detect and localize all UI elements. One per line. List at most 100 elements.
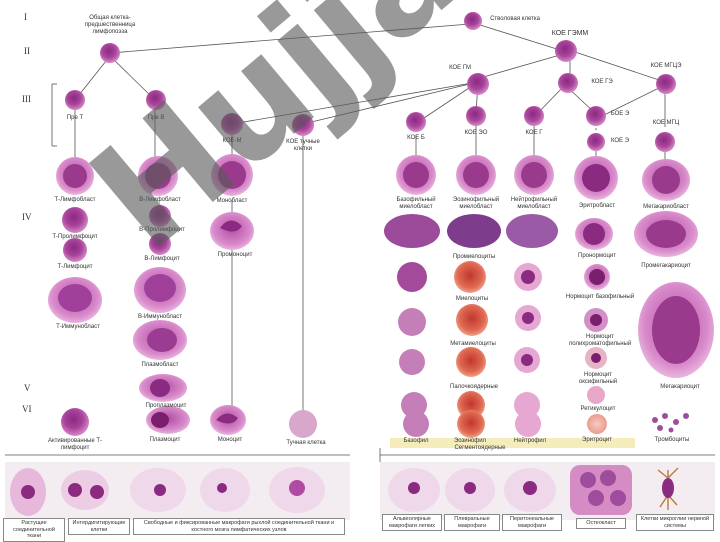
label-myelocytes: Миелоциты xyxy=(455,296,489,302)
t-lymphocyte-cell xyxy=(63,238,87,262)
caption-pleural: Плевральные макрофаги xyxy=(444,514,500,531)
roman-VI: VI xyxy=(22,404,32,414)
label-neutrophil-myeloblast: Нейтрофильный миелобласт xyxy=(510,197,558,210)
label-reticulocyte: Ретикулоцит xyxy=(580,406,616,412)
label-metamyelocytes: Метамиелоциты xyxy=(450,341,496,347)
koe-m-cell xyxy=(221,113,243,135)
koe-gemm-cell xyxy=(555,40,577,62)
label-b-immunoblast: В-Иммунобласт xyxy=(137,314,183,320)
label-activated-t: Активированные Т-лимфоцит xyxy=(47,438,103,451)
label-proplasmocyte: Проплазмоцит xyxy=(145,403,187,409)
mast-cell xyxy=(289,410,317,438)
label-plasmablast: Плазмобласт xyxy=(141,362,179,368)
platelets-cluster xyxy=(652,413,689,433)
label-normo-baso: Нормоцит базофильный xyxy=(565,294,635,300)
roman-V: V xyxy=(24,383,31,393)
caption-macrophages: Свободные и фиксированные макрофаги рыхл… xyxy=(133,518,345,535)
label-megakaryoblast: Мегакариобласт xyxy=(643,204,689,210)
pre-b-cell xyxy=(146,90,166,110)
cells-row-IV xyxy=(48,154,714,438)
neutrophil-promyelocyte xyxy=(506,214,558,248)
label-basophil: Базофил xyxy=(403,438,429,444)
label-t-prolymphocyte: Т-Пролимфоцит xyxy=(52,234,98,240)
segmented-band xyxy=(390,438,635,448)
label-promonocyte: Промоноцит xyxy=(217,252,253,258)
label-koe-mgce: КОЕ МГЦЭ xyxy=(650,63,682,69)
label-t-lymphoblast: Т-Лимфобласт xyxy=(54,197,96,203)
label-b-lymphoblast: В-Лимфобласт xyxy=(139,197,181,203)
roman-II: II xyxy=(24,46,30,56)
label-b-lymphocyte: В-Лимфоцит xyxy=(144,256,180,262)
basophil-promyelocyte xyxy=(384,214,440,248)
label-koe-g: КОЕ Г xyxy=(525,130,543,136)
label-plasmocyte: Плазмоцит xyxy=(149,437,181,443)
label-koe-mgc: КОЕ МГЦ xyxy=(652,120,680,126)
label-common-lympho: Общая клетка-предшественница лимфопоэза xyxy=(84,15,136,35)
label-basophil-myeloblast: Базофильный миелобласт xyxy=(396,197,436,210)
bkoe-e-cell xyxy=(586,106,606,126)
label-eosinophil: Эозинофил xyxy=(453,438,487,444)
koe-mgc-cell xyxy=(655,132,675,152)
label-platelets: Тромбоциты xyxy=(654,437,690,443)
label-bkoe-e: БОЕ Э xyxy=(610,111,630,117)
label-koe-ge: КОЕ ГЭ xyxy=(591,79,613,85)
caption-microglia: Клетки микроглии нервной системы xyxy=(636,514,714,531)
pre-t-cell xyxy=(65,90,85,110)
erythrocyte-cell xyxy=(587,414,607,434)
koe-g-cell xyxy=(524,106,544,126)
label-monocyte: Моноцит xyxy=(217,437,243,443)
caption-connective-tissue: Растущие соединительной ткани xyxy=(3,518,65,542)
label-neutrophil: Нейтрофил xyxy=(513,438,547,444)
label-segmented: Сегментоядерные xyxy=(454,445,506,451)
caption-peritoneal: Перитонеальные макрофаги xyxy=(502,514,562,531)
label-normo-oxy: Нормоцит оксифильный xyxy=(578,372,618,385)
caption-alveolar: Альвеолярные макрофаги легких xyxy=(382,514,442,531)
common-lympho-cell xyxy=(100,43,120,63)
label-pre-t: Пре Т xyxy=(66,115,84,121)
label-koe-m: КОЕ-М xyxy=(222,138,242,144)
roman-IV: IV xyxy=(22,212,32,222)
label-mast-cell: Тучная клетка xyxy=(286,440,326,446)
stem-cell xyxy=(464,12,482,30)
label-koe-e: КОЕ Э xyxy=(610,138,630,144)
label-b-prolymphocyte: В-Пролимфоцит xyxy=(139,227,185,233)
koe-mast-cell xyxy=(292,114,314,136)
koe-eo-cell xyxy=(466,106,486,126)
b-prolymphocyte-cell xyxy=(149,205,171,227)
koe-b-cell xyxy=(406,112,426,132)
koe-e-cell xyxy=(587,133,605,151)
eosinophil-cell xyxy=(457,410,485,438)
basophil-cell xyxy=(403,411,429,437)
label-t-immunoblast: Т-Иммунобласт xyxy=(56,324,100,330)
t-prolymphocyte-cell xyxy=(62,207,88,233)
roman-I: I xyxy=(24,12,27,22)
label-erythrocyte: Эритроцит xyxy=(582,437,612,443)
eosinophil-promyelocyte xyxy=(447,214,501,248)
label-monoblast: Монобласт xyxy=(216,198,248,204)
label-t-lymphocyte: Т-Лимфоцит xyxy=(57,264,93,270)
reticulocyte-cell xyxy=(587,386,605,404)
label-koe-mast: КОЕ тучные клетки xyxy=(286,139,320,152)
neutrophil-cell xyxy=(515,411,541,437)
label-promegakaryocyte: Промегакариоцит xyxy=(641,263,691,269)
label-koe-eo: КОЕ ЭО xyxy=(464,130,488,136)
roman-III: III xyxy=(22,94,31,104)
cells-row-I-III xyxy=(65,12,676,152)
label-pre-b: Пре В xyxy=(147,115,165,121)
label-koe-b: КОЕ Б xyxy=(407,135,425,141)
activated-t-cell xyxy=(61,408,89,436)
koe-gm-cell xyxy=(467,73,489,95)
label-eosinophil-myeloblast: Эозинофильный миелобласт xyxy=(452,197,500,210)
label-stem: Стволовая клетка xyxy=(490,16,540,22)
caption-osteoclast: Остеокласт xyxy=(576,518,626,529)
lineage-lines xyxy=(5,23,715,462)
caption-interdigitating: Интердигитирующие клетки xyxy=(68,518,130,535)
bottom-panels xyxy=(5,462,715,520)
label-megakaryocyte: Мегакариоцит xyxy=(660,384,700,390)
label-normo-poly: Нормоцит полихроматофильный xyxy=(569,334,632,347)
koe-ge-cell xyxy=(558,73,578,93)
label-promyelocytes: Промиелоциты xyxy=(452,254,496,260)
label-koe-gemm: КОЕ ГЭММ xyxy=(551,30,589,37)
